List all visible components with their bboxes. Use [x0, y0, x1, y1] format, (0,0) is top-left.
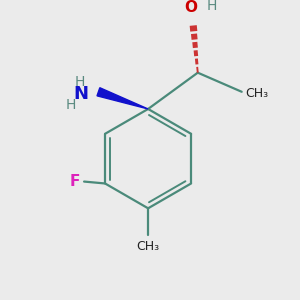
Polygon shape: [97, 88, 148, 109]
Text: N: N: [74, 85, 89, 103]
Text: H: H: [66, 98, 76, 112]
Text: CH₃: CH₃: [245, 87, 268, 100]
Text: F: F: [70, 174, 80, 189]
Text: H: H: [75, 75, 85, 89]
Text: H: H: [206, 0, 217, 13]
Text: CH₃: CH₃: [136, 240, 160, 253]
Text: O: O: [184, 0, 198, 15]
